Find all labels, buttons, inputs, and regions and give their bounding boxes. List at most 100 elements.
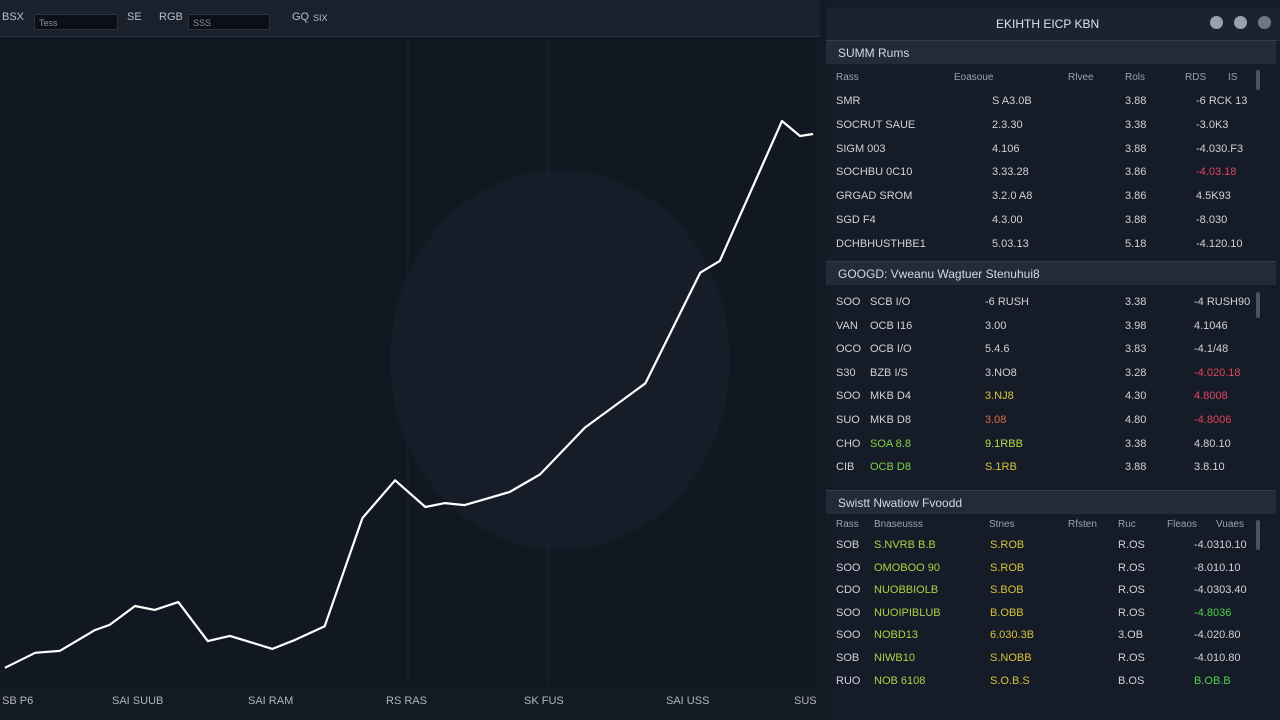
panel-header: EKIHTH EICP KBN <box>826 8 1280 41</box>
icon-button[interactable] <box>1210 16 1223 29</box>
table-cell: 4.8008 <box>1194 390 1228 403</box>
icon-button[interactable] <box>1234 16 1247 29</box>
column-header: Fleaos <box>1167 519 1198 530</box>
table-cell: 4.3.00 <box>992 214 1023 226</box>
table-cell: SIGM 003 <box>836 142 886 155</box>
table-cell: 4.5K93 <box>1196 190 1231 203</box>
section-header: GOOGD: Vweanu Wagtuer Stenuhui8 <box>826 261 1276 285</box>
table-cell: -4.030.F3 <box>1196 142 1244 155</box>
x-axis-label: SAI USS <box>666 695 710 707</box>
table-cell: NOB 6108 <box>874 674 926 687</box>
table-cell: SOO <box>836 561 861 574</box>
table-cell: SOA 8.8 <box>870 437 911 450</box>
table-cell: VAN <box>836 319 858 332</box>
table-cell: OCO <box>836 343 862 356</box>
table-cell: 3.2.0 A8 <box>992 190 1033 203</box>
table-cell: SOO <box>836 606 861 619</box>
column-header: Rass <box>836 72 859 83</box>
table-cell: DCHBHUSTHBE1 <box>836 237 926 250</box>
toolbar-button[interactable]: SIX <box>313 13 328 23</box>
table-cell: OCB I/O <box>870 343 912 356</box>
scrollbar <box>1256 292 1260 318</box>
table-cell: 2.3.30 <box>992 118 1023 131</box>
table-cell: -4.120.10 <box>1196 237 1243 250</box>
table-cell: S.1RB <box>985 461 1017 474</box>
toolbar-button[interactable]: GQ <box>292 11 310 23</box>
table-cell: S.NOBB <box>990 652 1032 664</box>
table-cell: 3.88 <box>1125 461 1147 474</box>
table-cell: SOO <box>836 390 861 403</box>
section-header: SUMM Rums <box>826 40 1276 64</box>
table-cell: 5.4.6 <box>985 343 1010 356</box>
table-cell: MKB D8 <box>870 414 911 426</box>
table-cell: CDO <box>836 584 861 597</box>
search-input[interactable]: Tess <box>34 14 118 30</box>
table-cell: 5.03.13 <box>992 237 1029 250</box>
table-cell: 4.80.10 <box>1194 437 1231 450</box>
column-header: Rfsten <box>1068 519 1097 530</box>
table-cell: 4.1046 <box>1194 319 1228 332</box>
table-cell: NOBD13 <box>874 629 919 642</box>
column-header: Bnaseusss <box>874 519 923 530</box>
table-cell: SOCHBU 0C10 <box>836 166 913 179</box>
table-cell: R.OS <box>1118 539 1145 551</box>
table-cell: SUO <box>836 414 860 426</box>
toolbar-label: RGB <box>159 11 183 23</box>
toolbar-label: BSX <box>2 11 25 23</box>
table-cell: 3.00 <box>985 319 1007 332</box>
table-cell: B.OBB <box>990 606 1024 619</box>
table-cell: SOO <box>836 629 861 642</box>
table-cell: NUOBBIOLB <box>874 584 939 597</box>
table-cell: -6 RUSH <box>985 296 1030 308</box>
table-cell: -4.020.18 <box>1194 366 1241 379</box>
table-cell: BZB I/S <box>870 366 908 379</box>
table-cell: S A3.0B <box>992 95 1032 107</box>
table-cell: SOCRUT SAUE <box>836 118 916 131</box>
table-cell: 3.38 <box>1125 296 1147 308</box>
x-axis-label: SB P6 <box>2 695 34 707</box>
table-cell: 3.38 <box>1125 437 1147 450</box>
table-cell: 4.80 <box>1125 414 1147 426</box>
table-cell: S.NVRB B.B <box>874 539 936 551</box>
table-cell: 3.OB <box>1118 629 1144 642</box>
scrollbar <box>1256 70 1260 90</box>
icon-button[interactable] <box>1258 16 1271 29</box>
table-cell: -4.8006 <box>1194 414 1232 426</box>
table-cell: S.ROB <box>990 561 1025 574</box>
table-cell: 4.30 <box>1125 390 1147 403</box>
table-cell: OCB I16 <box>870 319 913 332</box>
table-cell: SGD F4 <box>836 214 876 226</box>
table-cell: 3.08 <box>985 414 1007 426</box>
table-cell: -8.030 <box>1196 214 1228 226</box>
table-cell: R.OS <box>1118 652 1145 664</box>
table-cell: 3.33.28 <box>992 166 1029 179</box>
x-axis-label: SUS <box>794 695 817 707</box>
column-header: Stnes <box>989 519 1015 530</box>
table-cell: CIB <box>836 461 855 474</box>
panel-title: EKIHTH EICP KBN <box>996 17 1100 31</box>
table-cell: CHO <box>836 437 861 450</box>
table-cell: R.OS <box>1118 584 1145 597</box>
toolbar-button[interactable]: SE <box>127 11 142 23</box>
table-cell: NUOIPIBLUB <box>874 606 941 619</box>
table-cell: 9.1RBB <box>985 437 1023 450</box>
symbol-input[interactable]: SSS <box>188 14 270 30</box>
table-cell: 5.18 <box>1125 237 1147 250</box>
table-cell: -4.010.80 <box>1194 652 1241 664</box>
column-header: Rlvee <box>1068 72 1094 83</box>
table-cell: -4.0303.40 <box>1194 584 1247 597</box>
table-cell: 3.88 <box>1125 95 1147 107</box>
column-header: RDS <box>1185 72 1207 83</box>
price-chart <box>4 40 814 685</box>
table-cell: OCB D8 <box>870 461 911 474</box>
table-cell: -4.0310.10 <box>1194 539 1247 551</box>
table-cell: -4.03.18 <box>1196 166 1237 179</box>
table-cell: SOO <box>836 296 861 308</box>
column-header: Rass <box>836 519 859 530</box>
table-cell: SMR <box>836 95 861 107</box>
table-cell: B.OB.B <box>1194 674 1231 687</box>
table-cell: 3.98 <box>1125 319 1147 332</box>
table-cell: -6 RCK 13 <box>1196 95 1248 107</box>
x-axis-label: SAI RAM <box>248 695 294 707</box>
